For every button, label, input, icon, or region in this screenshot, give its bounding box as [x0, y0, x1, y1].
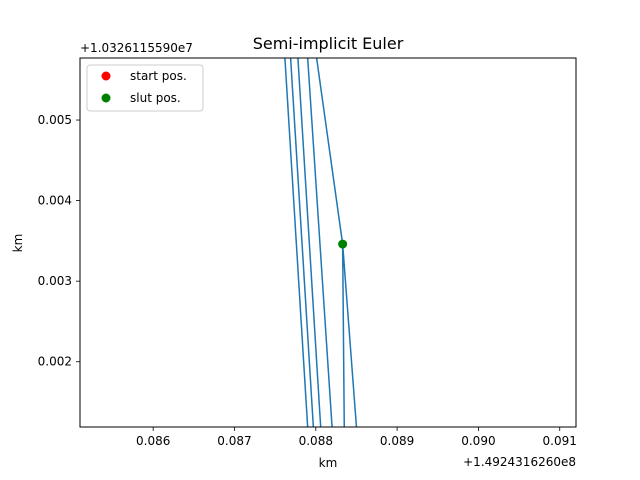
x-tick-label: 0.091 [543, 434, 577, 448]
y-offset-label: +1.0326115590e7 [80, 41, 193, 55]
series-line-1 [284, 58, 309, 427]
chart-title: Semi-implicit Euler [253, 34, 404, 53]
end-position-marker [338, 239, 348, 249]
legend-marker-end [101, 93, 111, 103]
legend-marker-start [101, 71, 111, 81]
x-tick-label: 0.090 [461, 434, 495, 448]
plot-frame [79, 57, 577, 428]
legend-label-end: slut pos. [130, 91, 181, 105]
series-line-6 [341, 244, 358, 427]
series-line-3 [297, 58, 322, 427]
tick-layer: 0.086 0.087 0.088 0.089 0.090 0.091 0.002 0.003… [38, 113, 577, 448]
legend-box [86, 64, 204, 112]
x-tick-label: 0.087 [217, 434, 251, 448]
x-tick-label: 0.086 [136, 434, 170, 448]
marker-layer [338, 239, 348, 249]
series-line-4 [306, 58, 333, 427]
series-layer [284, 58, 358, 427]
legend-label-start: start pos. [130, 69, 187, 83]
y-tick-label: 0.002 [38, 355, 72, 369]
y-tick-label: 0.004 [38, 194, 72, 208]
y-tick-label: 0.005 [38, 113, 72, 127]
series-line-2 [289, 58, 315, 427]
x-tick-label: 0.089 [380, 434, 414, 448]
y-axis-label: km [11, 234, 25, 253]
x-axis-label: km [319, 456, 338, 470]
x-offset-label: +1.4924316260e8 [463, 455, 576, 469]
legend: start pos. slut pos. [86, 64, 204, 112]
y-tick-label: 0.003 [38, 274, 72, 288]
x-tick-label: 0.088 [299, 434, 333, 448]
